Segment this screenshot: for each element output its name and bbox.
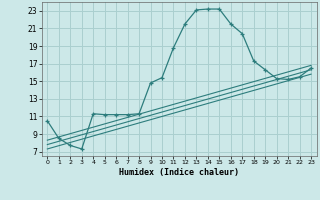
X-axis label: Humidex (Indice chaleur): Humidex (Indice chaleur) [119, 168, 239, 177]
